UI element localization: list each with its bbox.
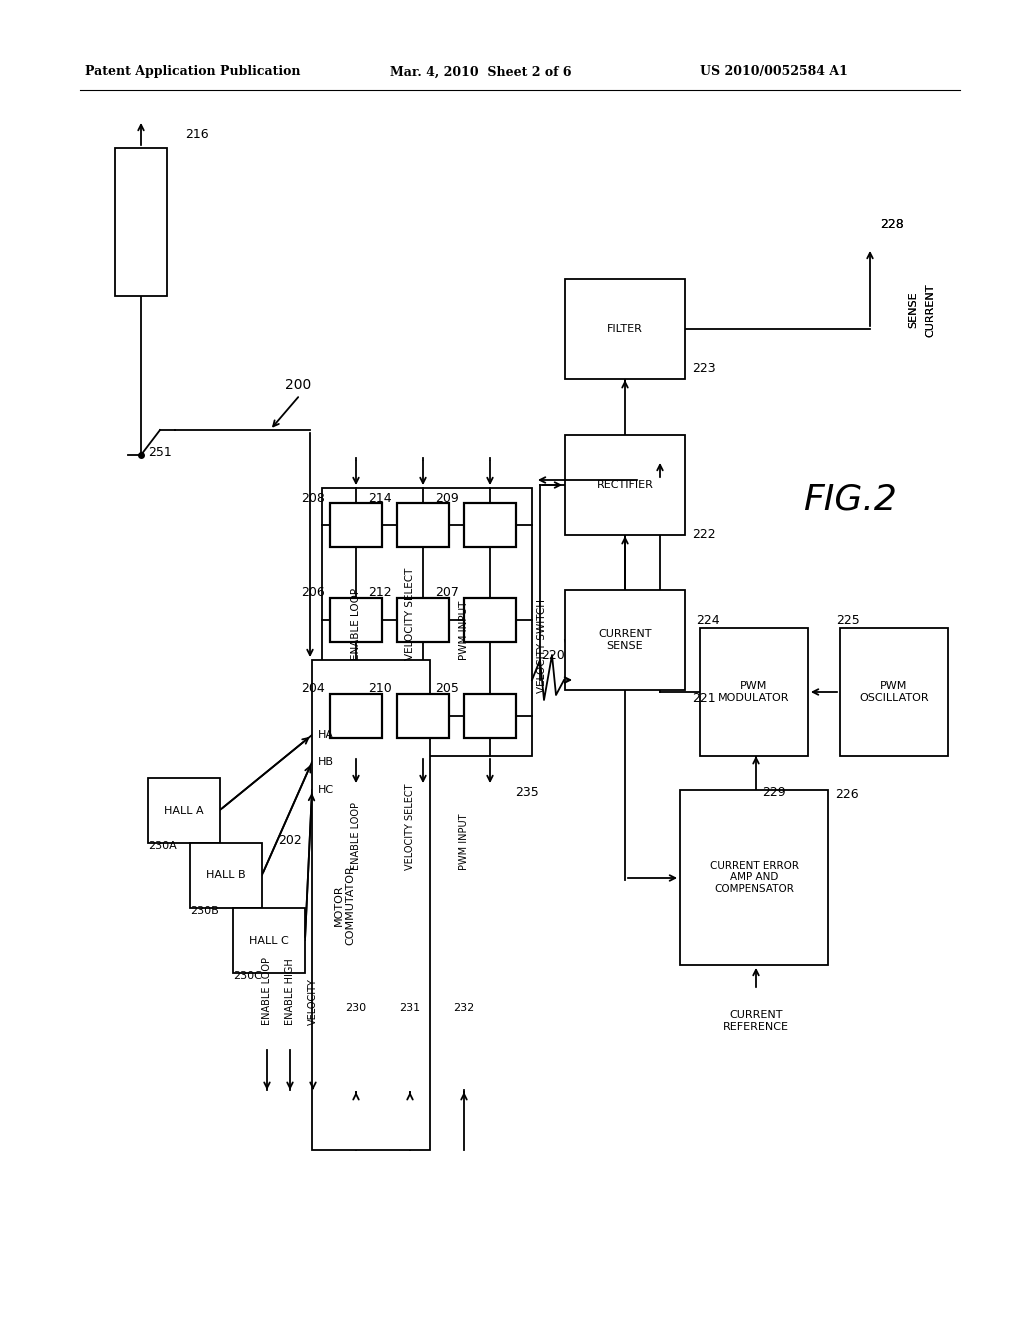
Text: SENSE: SENSE [908, 292, 918, 329]
Text: PWM INPUT: PWM INPUT [459, 601, 469, 660]
Text: 207: 207 [435, 586, 459, 599]
Text: 212: 212 [369, 586, 392, 599]
Text: 228: 228 [880, 219, 904, 231]
Text: RECTIFIER: RECTIFIER [597, 480, 653, 490]
Bar [565, 279, 685, 379]
Text: 226: 226 [835, 788, 859, 801]
Text: 204: 204 [301, 682, 325, 696]
Text: FILTER: FILTER [607, 323, 643, 334]
Bar [680, 789, 828, 965]
Text: 223: 223 [692, 363, 716, 375]
Bar [322, 488, 532, 756]
Text: 228: 228 [880, 219, 904, 231]
Text: 224: 224 [696, 614, 720, 627]
Bar [312, 660, 430, 1150]
Bar [464, 503, 516, 546]
Bar [840, 628, 948, 756]
Text: HB: HB [318, 756, 334, 767]
Text: 231: 231 [399, 1003, 421, 1012]
Text: HC: HC [318, 785, 334, 795]
Text: 230C: 230C [233, 972, 262, 981]
Text: CURRENT
REFERENCE: CURRENT REFERENCE [723, 1010, 790, 1032]
Text: 251: 251 [148, 446, 172, 459]
Text: 210: 210 [369, 682, 392, 696]
Text: MOTOR
COMMUTATOR: MOTOR COMMUTATOR [334, 865, 355, 945]
Bar [700, 628, 808, 756]
Bar [565, 436, 685, 535]
Text: 214: 214 [369, 491, 392, 504]
Bar [330, 598, 382, 642]
Text: CURRENT: CURRENT [925, 284, 935, 337]
Text: HALL B: HALL B [206, 870, 246, 880]
Bar [330, 503, 382, 546]
Text: 200: 200 [285, 378, 311, 392]
Text: 209: 209 [435, 491, 459, 504]
Text: ENABLE LOOP: ENABLE LOOP [351, 803, 361, 870]
Text: ENABLE HIGH: ENABLE HIGH [285, 958, 295, 1026]
Text: 229: 229 [762, 787, 785, 800]
Text: 206: 206 [301, 586, 325, 599]
Text: Mar. 4, 2010  Sheet 2 of 6: Mar. 4, 2010 Sheet 2 of 6 [390, 66, 571, 78]
Text: 208: 208 [301, 491, 325, 504]
Text: 216: 216 [185, 128, 209, 141]
Text: CURRENT ERROR
AMP AND
COMPENSATOR: CURRENT ERROR AMP AND COMPENSATOR [710, 861, 799, 894]
Bar [148, 777, 220, 843]
Text: CURRENT: CURRENT [925, 284, 935, 337]
Text: VELOCITY SELECT: VELOCITY SELECT [406, 568, 415, 660]
Text: VELOCITY SWITCH: VELOCITY SWITCH [537, 599, 547, 693]
Text: 220: 220 [541, 649, 565, 663]
Text: US 2010/0052584 A1: US 2010/0052584 A1 [700, 66, 848, 78]
Text: 230A: 230A [148, 841, 177, 851]
Text: PWM
MODULATOR: PWM MODULATOR [718, 681, 790, 702]
Text: HA: HA [318, 730, 334, 741]
Text: ENABLE LOOP: ENABLE LOOP [262, 957, 272, 1026]
Text: 230B: 230B [190, 906, 219, 916]
Text: 235: 235 [515, 787, 539, 800]
Text: VELOCITY SELECT: VELOCITY SELECT [406, 784, 415, 870]
Text: 221: 221 [692, 692, 716, 705]
Text: CURRENT
SENSE: CURRENT SENSE [598, 630, 651, 651]
Bar [397, 598, 449, 642]
Bar [330, 694, 382, 738]
Text: HALL C: HALL C [249, 936, 289, 945]
Text: VELOCITY: VELOCITY [308, 978, 318, 1026]
Bar [464, 598, 516, 642]
Text: SENSE: SENSE [908, 292, 918, 329]
Text: 225: 225 [836, 614, 860, 627]
Bar [397, 694, 449, 738]
Bar [565, 590, 685, 690]
Text: 232: 232 [454, 1003, 475, 1012]
Text: 202: 202 [279, 833, 302, 846]
Bar [464, 694, 516, 738]
Text: Patent Application Publication: Patent Application Publication [85, 66, 300, 78]
Bar [233, 908, 305, 973]
Text: PWM
OSCILLATOR: PWM OSCILLATOR [859, 681, 929, 702]
Text: 230: 230 [345, 1003, 367, 1012]
Text: ENABLE LOOP: ENABLE LOOP [351, 587, 361, 660]
Text: PWM INPUT: PWM INPUT [459, 813, 469, 870]
Bar [190, 843, 262, 908]
Text: HALL A: HALL A [164, 805, 204, 816]
Text: FIG.2: FIG.2 [803, 483, 897, 517]
Text: 205: 205 [435, 682, 459, 696]
Text: 222: 222 [692, 528, 716, 541]
Bar [115, 148, 167, 296]
Bar [397, 503, 449, 546]
